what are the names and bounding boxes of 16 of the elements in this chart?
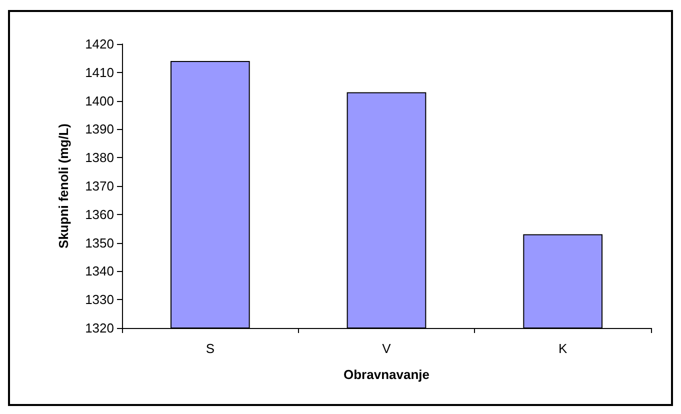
y-tick-label: 1340: [85, 264, 114, 279]
y-tick-label: 1410: [85, 64, 114, 80]
y-tick-label: 1360: [85, 206, 114, 222]
x-tick-label: K: [558, 341, 568, 356]
y-tick-label: 1420: [85, 36, 114, 52]
y-tick-label: 1390: [85, 122, 114, 137]
x-axis-title: Obravnavanje: [344, 367, 430, 382]
y-tick-label: 1330: [85, 292, 114, 308]
y-axis-title: Skupni fenoli (mg/L): [56, 124, 71, 248]
y-tick-label: 1320: [85, 320, 114, 336]
x-tick-label: V: [382, 341, 392, 356]
x-tick-label: S: [206, 341, 215, 356]
y-tick-label: 1350: [85, 235, 114, 250]
y-tick-label: 1370: [85, 178, 114, 194]
y-tick-label: 1400: [85, 93, 114, 108]
y-tick-label: 1380: [85, 150, 114, 166]
